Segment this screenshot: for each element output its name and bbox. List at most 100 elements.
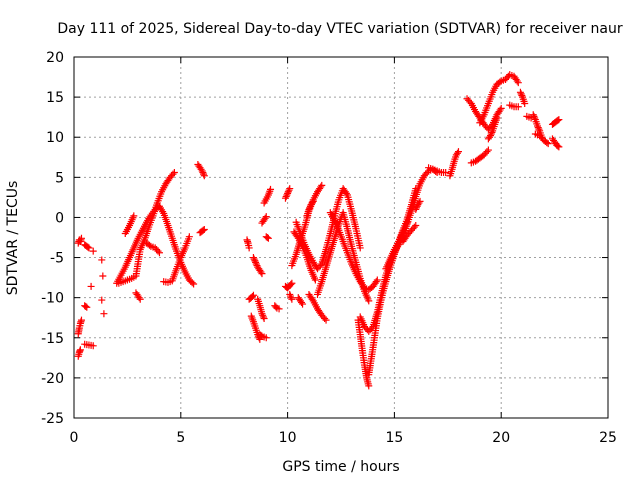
data-point bbox=[412, 185, 420, 193]
data-point bbox=[342, 189, 350, 197]
data-point bbox=[484, 146, 492, 154]
data-point bbox=[130, 212, 138, 220]
data-point bbox=[521, 100, 529, 108]
data-point bbox=[299, 300, 307, 308]
data-point bbox=[487, 130, 495, 138]
data-point bbox=[554, 142, 562, 150]
data-point bbox=[169, 170, 177, 178]
data-point bbox=[252, 258, 260, 266]
data-point bbox=[466, 98, 474, 106]
data-point bbox=[534, 122, 542, 130]
data-point bbox=[555, 116, 563, 124]
data-point bbox=[293, 233, 301, 241]
x-tick-label: 0 bbox=[70, 430, 79, 446]
data-point bbox=[262, 334, 270, 342]
y-tick-label: 20 bbox=[46, 50, 64, 66]
x-tick-label: 25 bbox=[599, 430, 617, 446]
data-point bbox=[252, 260, 260, 268]
data-point bbox=[496, 78, 504, 86]
data-point bbox=[284, 189, 292, 197]
x-axis-label: GPS time / hours bbox=[282, 459, 399, 475]
data-point bbox=[190, 280, 198, 288]
data-point bbox=[316, 262, 324, 270]
chart-title: Day 111 of 2025, Sidereal Day-to-day VTE… bbox=[57, 21, 623, 37]
data-point bbox=[356, 244, 364, 252]
data-point bbox=[135, 294, 143, 302]
y-tick-label: -15 bbox=[41, 331, 64, 347]
data-point bbox=[245, 244, 253, 252]
data-point bbox=[249, 291, 257, 299]
data-point bbox=[311, 276, 319, 284]
data-point bbox=[287, 280, 295, 288]
data-point bbox=[285, 186, 293, 194]
data-point bbox=[155, 249, 163, 257]
data-point bbox=[531, 114, 539, 122]
data-point bbox=[403, 218, 411, 226]
x-tick-label: 20 bbox=[492, 430, 510, 446]
data-point bbox=[517, 90, 525, 98]
data-point bbox=[170, 169, 178, 177]
y-tick-label: 10 bbox=[46, 130, 64, 146]
data-point bbox=[423, 169, 431, 177]
data-point bbox=[262, 213, 270, 221]
data-point bbox=[288, 295, 296, 303]
data-point bbox=[286, 290, 294, 298]
y-tick-label: -5 bbox=[50, 251, 64, 267]
data-point bbox=[249, 254, 257, 262]
data-point bbox=[282, 193, 290, 201]
data-point bbox=[257, 268, 265, 276]
data-point bbox=[258, 270, 266, 278]
data-point bbox=[200, 170, 208, 178]
data-point bbox=[308, 199, 316, 207]
data-point bbox=[373, 276, 381, 284]
x-tick-label: 10 bbox=[279, 430, 297, 446]
data-point bbox=[136, 295, 144, 303]
data-point bbox=[283, 191, 291, 199]
data-point bbox=[513, 77, 521, 85]
x-tick-label: 5 bbox=[176, 430, 185, 446]
axis-ticks bbox=[73, 56, 609, 419]
data-point bbox=[267, 185, 275, 193]
y-tick-label: 15 bbox=[46, 90, 64, 106]
data-point bbox=[198, 167, 206, 175]
data-point bbox=[487, 132, 495, 140]
data-point bbox=[442, 169, 450, 177]
data-point bbox=[257, 331, 265, 339]
data-point bbox=[199, 169, 207, 177]
data-point bbox=[453, 149, 461, 157]
y-tick-labels: -25 -20 -15 -10 -5 0 5 10 15 20 bbox=[41, 50, 64, 427]
data-point bbox=[287, 294, 295, 302]
y-tick-label: 5 bbox=[55, 170, 64, 186]
data-point bbox=[317, 183, 325, 191]
data-point bbox=[535, 125, 543, 133]
data-point bbox=[77, 316, 85, 324]
data-point bbox=[261, 214, 269, 222]
data-point bbox=[534, 124, 542, 132]
data-point bbox=[89, 247, 97, 255]
data-point bbox=[82, 302, 90, 310]
data-point bbox=[529, 111, 537, 119]
data-point bbox=[412, 221, 420, 229]
data-point bbox=[305, 205, 313, 213]
data-point bbox=[199, 226, 207, 234]
data-point bbox=[284, 188, 292, 196]
data-point bbox=[248, 292, 256, 300]
data-point bbox=[87, 282, 95, 290]
data-point bbox=[100, 310, 108, 318]
data-point bbox=[89, 342, 97, 350]
data-point bbox=[530, 112, 538, 120]
y-tick-label: -20 bbox=[41, 371, 64, 387]
data-point bbox=[306, 204, 314, 212]
data-point bbox=[496, 106, 504, 114]
data-point bbox=[410, 223, 418, 231]
data-point bbox=[286, 185, 294, 193]
data-point bbox=[554, 116, 562, 124]
data-point bbox=[98, 256, 106, 264]
y-tick-label: -25 bbox=[41, 411, 64, 427]
data-point bbox=[264, 234, 272, 242]
x-tick-labels: 0 5 10 15 20 25 bbox=[70, 430, 617, 446]
data-point bbox=[365, 297, 373, 305]
data-point bbox=[321, 315, 329, 323]
data-point bbox=[297, 298, 305, 306]
data-point bbox=[99, 272, 107, 280]
